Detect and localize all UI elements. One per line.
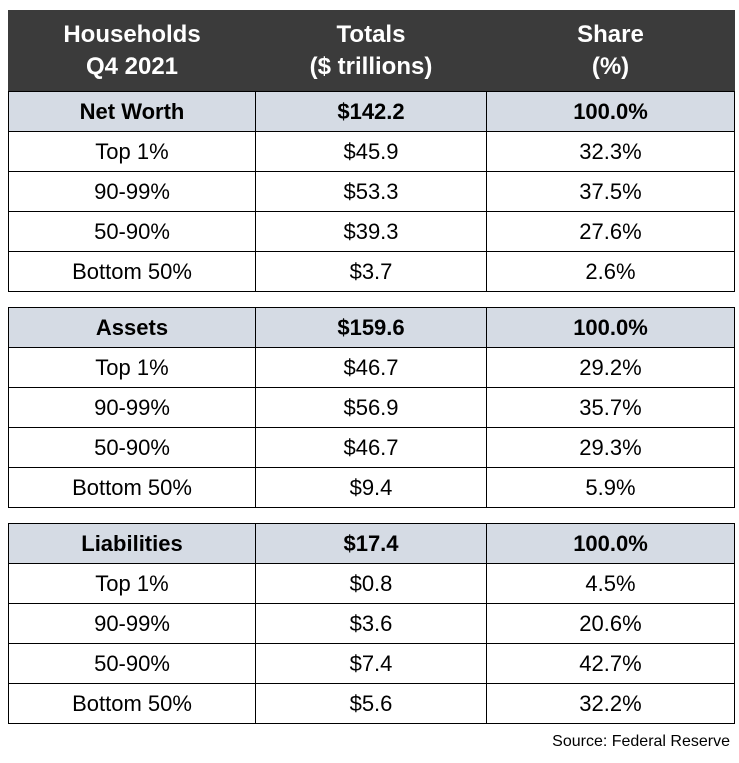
section-table: Assets $159.6 100.0% Top 1% $46.7 29.2% 90-99%… (8, 307, 735, 508)
group-cell: Bottom 50% (8, 251, 256, 292)
table-row: 50-90% $39.3 27.6% (8, 211, 735, 252)
group-cell: 50-90% (8, 427, 256, 468)
total-cell: $56.9 (255, 387, 487, 428)
share-cell: 32.2% (486, 683, 735, 724)
group-cell: Bottom 50% (8, 467, 256, 508)
group-cell: Top 1% (8, 347, 256, 388)
table-row: Top 1% $46.7 29.2% (8, 347, 735, 388)
wealth-table-container: Households Q4 2021 Totals ($ trillions) Sh… (8, 10, 735, 724)
table-row: Bottom 50% $5.6 32.2% (8, 683, 735, 724)
section-share: 100.0% (486, 307, 735, 348)
table-row: 90-99% $56.9 35.7% (8, 387, 735, 428)
share-cell: 4.5% (486, 563, 735, 604)
table-row: 90-99% $53.3 37.5% (8, 171, 735, 212)
group-cell: 90-99% (8, 171, 256, 212)
share-cell: 2.6% (486, 251, 735, 292)
table-row: 50-90% $7.4 42.7% (8, 643, 735, 684)
total-cell: $3.6 (255, 603, 487, 644)
group-cell: 90-99% (8, 603, 256, 644)
header-totals: Totals ($ trillions) (255, 10, 487, 91)
header-households: Households Q4 2021 (8, 10, 256, 91)
section-header-row: Assets $159.6 100.0% (8, 307, 735, 348)
section-gap (8, 292, 734, 307)
total-cell: $45.9 (255, 131, 487, 172)
group-cell: 50-90% (8, 211, 256, 252)
group-cell: 50-90% (8, 643, 256, 684)
section-share: 100.0% (486, 523, 735, 564)
section-gap (8, 508, 734, 523)
total-cell: $5.6 (255, 683, 487, 724)
group-cell: 90-99% (8, 387, 256, 428)
total-cell: $3.7 (255, 251, 487, 292)
share-cell: 20.6% (486, 603, 735, 644)
group-cell: Top 1% (8, 563, 256, 604)
total-cell: $53.3 (255, 171, 487, 212)
total-cell: $0.8 (255, 563, 487, 604)
table-row: Bottom 50% $3.7 2.6% (8, 251, 735, 292)
group-cell: Bottom 50% (8, 683, 256, 724)
table-row: 90-99% $3.6 20.6% (8, 603, 735, 644)
table-row: Bottom 50% $9.4 5.9% (8, 467, 735, 508)
table-row: Top 1% $0.8 4.5% (8, 563, 735, 604)
share-cell: 37.5% (486, 171, 735, 212)
section-header-row: Net Worth $142.2 100.0% (8, 91, 735, 132)
group-cell: Top 1% (8, 131, 256, 172)
share-cell: 42.7% (486, 643, 735, 684)
section-title: Liabilities (8, 523, 256, 564)
total-cell: $39.3 (255, 211, 487, 252)
header-table: Households Q4 2021 Totals ($ trillions) Sh… (8, 10, 735, 91)
source-note: Source: Federal Reserve (552, 733, 730, 750)
header-share: Share (%) (486, 10, 735, 91)
share-cell: 29.2% (486, 347, 735, 388)
section-table: Net Worth $142.2 100.0% Top 1% $45.9 32.3% 90-… (8, 91, 735, 292)
share-cell: 35.7% (486, 387, 735, 428)
total-cell: $46.7 (255, 347, 487, 388)
total-cell: $46.7 (255, 427, 487, 468)
share-cell: 32.3% (486, 131, 735, 172)
section-total: $142.2 (255, 91, 487, 132)
share-cell: 27.6% (486, 211, 735, 252)
section-table: Liabilities $17.4 100.0% Top 1% $0.8 4.5% 90-9… (8, 523, 735, 724)
total-cell: $9.4 (255, 467, 487, 508)
share-cell: 29.3% (486, 427, 735, 468)
table-row: Top 1% $45.9 32.3% (8, 131, 735, 172)
section-header-row: Liabilities $17.4 100.0% (8, 523, 735, 564)
share-cell: 5.9% (486, 467, 735, 508)
total-cell: $7.4 (255, 643, 487, 684)
table-row: 50-90% $46.7 29.3% (8, 427, 735, 468)
section-title: Net Worth (8, 91, 256, 132)
section-share: 100.0% (486, 91, 735, 132)
section-total: $17.4 (255, 523, 487, 564)
section-title: Assets (8, 307, 256, 348)
header-row: Households Q4 2021 Totals ($ trillions) Sh… (8, 10, 735, 91)
section-total: $159.6 (255, 307, 487, 348)
